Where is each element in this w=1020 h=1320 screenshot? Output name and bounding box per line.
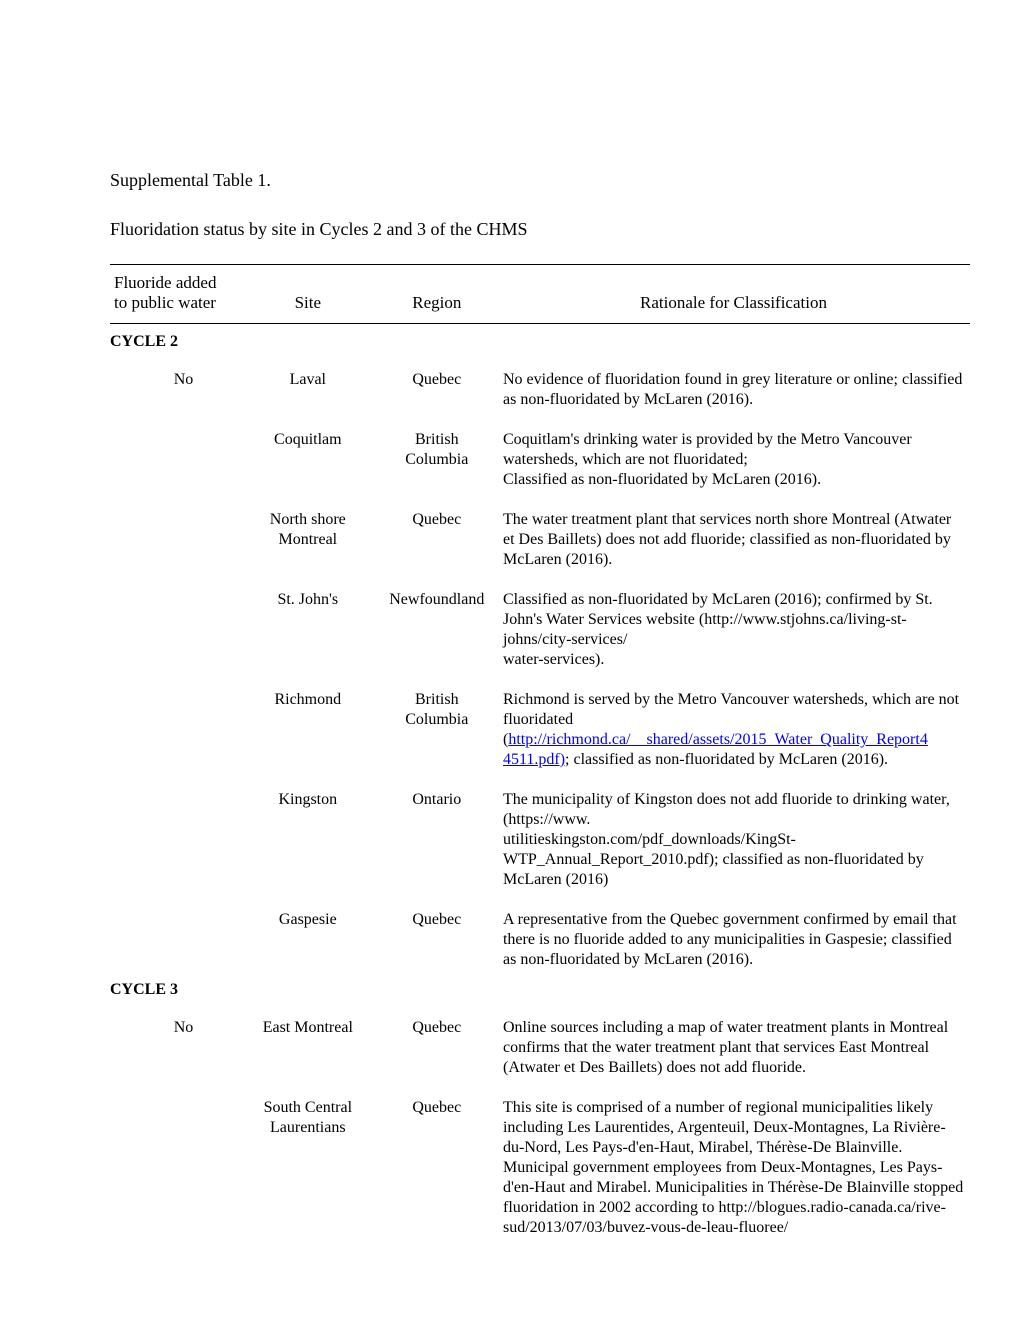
header-rationale: Rationale for Classification bbox=[497, 265, 970, 324]
cell-site: East Montreal bbox=[239, 1008, 377, 1088]
cycle-2-label: CYCLE 2 bbox=[110, 324, 970, 361]
rationale-text: ; classified as non-fluoridated by McLar… bbox=[565, 751, 888, 768]
cell-rationale: Richmond is served by the Metro Vancouve… bbox=[497, 680, 970, 780]
cell-region: Newfoundland bbox=[377, 580, 497, 680]
table-row: Coquitlam British Columbia Coquitlam's d… bbox=[110, 420, 970, 500]
cell-region: Quebec bbox=[377, 1088, 497, 1248]
table-title: Supplemental Table 1. bbox=[110, 170, 970, 191]
table-row: Kingston Ontario The municipality of Kin… bbox=[110, 780, 970, 900]
cell-site: Kingston bbox=[239, 780, 377, 900]
header-text: Fluoride added bbox=[114, 273, 216, 292]
table-row: South Central Laurentians Quebec This si… bbox=[110, 1088, 970, 1248]
cell-rationale: A representative from the Quebec governm… bbox=[497, 900, 970, 980]
cell-rationale: This site is comprised of a number of re… bbox=[497, 1088, 970, 1248]
cell-site: North shore Montreal bbox=[239, 500, 377, 580]
cell-rationale: The water treatment plant that services … bbox=[497, 500, 970, 580]
cell-rationale: No evidence of fluoridation found in gre… bbox=[497, 360, 970, 420]
cell-rationale: Coquitlam's drinking water is provided b… bbox=[497, 420, 970, 500]
rationale-link[interactable]: http://richmond.ca/__shared/assets/2015_… bbox=[508, 731, 928, 748]
cell-rationale: Online sources including a map of water … bbox=[497, 1008, 970, 1088]
header-site: Site bbox=[239, 265, 377, 324]
cell-site: Richmond bbox=[239, 680, 377, 780]
rationale-link[interactable]: 4511.pdf) bbox=[503, 751, 565, 768]
cell-region: Ontario bbox=[377, 780, 497, 900]
table-row: St. John's Newfoundland Classified as no… bbox=[110, 580, 970, 680]
cell-region: Quebec bbox=[377, 360, 497, 420]
cell-rationale: The municipality of Kingston does not ad… bbox=[497, 780, 970, 900]
table-row: No East Montreal Quebec Online sources i… bbox=[110, 1008, 970, 1088]
cell-region: Quebec bbox=[377, 900, 497, 980]
table-row: Richmond British Columbia Richmond is se… bbox=[110, 680, 970, 780]
table-row: No Laval Quebec No evidence of fluoridat… bbox=[110, 360, 970, 420]
cell-fluoride: No bbox=[110, 1008, 239, 1088]
table-row: North shore Montreal Quebec The water tr… bbox=[110, 500, 970, 580]
cell-region: Quebec bbox=[377, 500, 497, 580]
cell-region: Quebec bbox=[377, 1008, 497, 1088]
data-table: Fluoride added to public water Site Regi… bbox=[110, 264, 970, 1248]
cell-site: South Central Laurentians bbox=[239, 1088, 377, 1248]
rationale-text: Richmond is served by the Metro Vancouve… bbox=[503, 691, 959, 728]
header-text: to public water bbox=[114, 293, 216, 312]
cell-region: British Columbia bbox=[377, 420, 497, 500]
table-row: Gaspesie Quebec A representative from th… bbox=[110, 900, 970, 980]
cell-site: Laval bbox=[239, 360, 377, 420]
cell-region: British Columbia bbox=[377, 680, 497, 780]
document-page: Supplemental Table 1. Fluoridation statu… bbox=[0, 0, 1020, 1298]
cell-rationale: Classified as non-fluoridated by McLaren… bbox=[497, 580, 970, 680]
header-region: Region bbox=[377, 265, 497, 324]
cell-fluoride: No bbox=[110, 360, 239, 420]
header-fluoride: Fluoride added to public water bbox=[110, 265, 239, 324]
cell-site: St. John's bbox=[239, 580, 377, 680]
cycle-3-label: CYCLE 3 bbox=[110, 980, 970, 1008]
cell-site: Coquitlam bbox=[239, 420, 377, 500]
table-subtitle: Fluoridation status by site in Cycles 2 … bbox=[110, 219, 970, 240]
cell-site: Gaspesie bbox=[239, 900, 377, 980]
